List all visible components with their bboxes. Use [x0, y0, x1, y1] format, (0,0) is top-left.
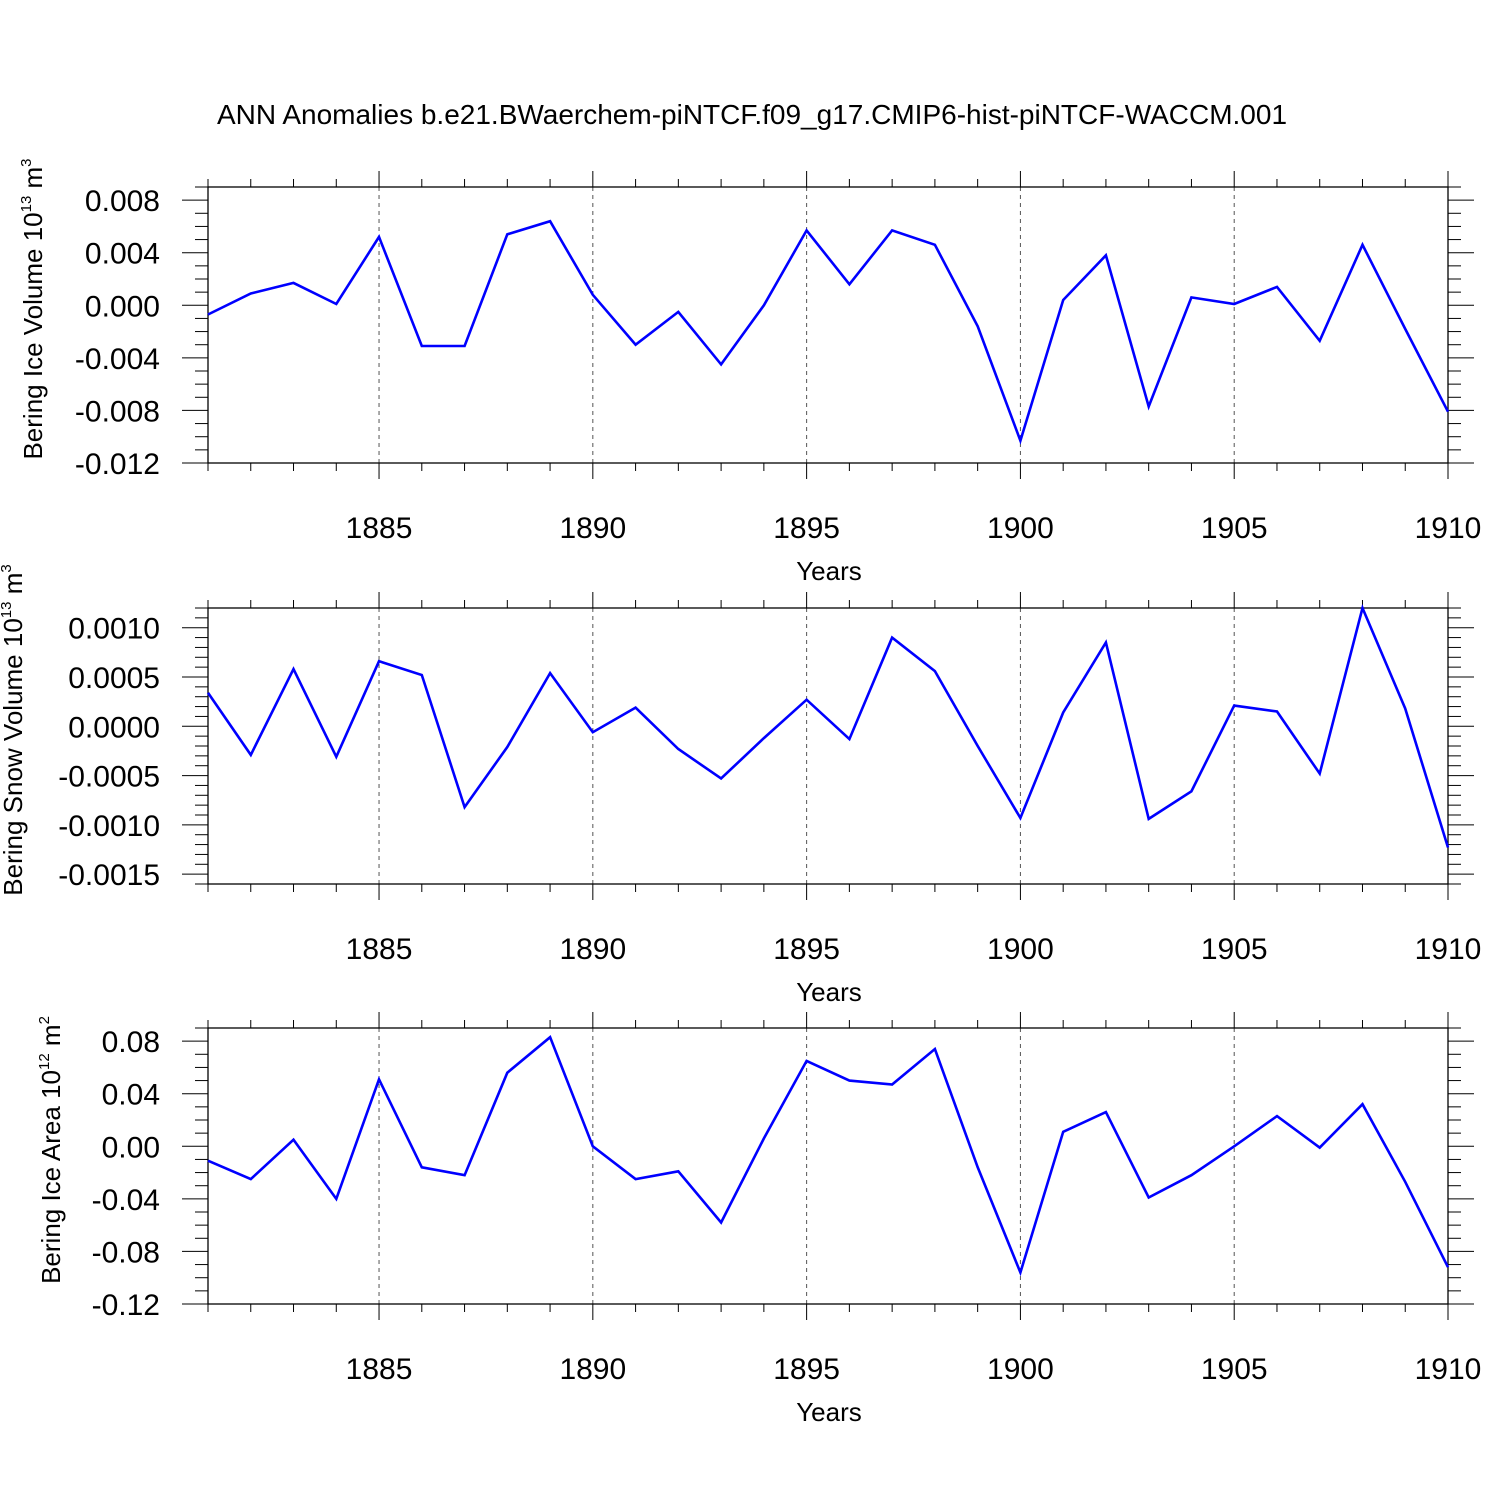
y-tick-label: -0.0015 — [58, 859, 160, 892]
plot-frame — [207, 186, 1449, 464]
y-axis-label-text: Bering Ice Volume 10 — [18, 212, 48, 459]
y-axis-label-unit: m — [0, 573, 28, 602]
x-tick-label-1900: 1900 — [987, 933, 1054, 966]
y-tick-label: 0.08 — [102, 1026, 160, 1059]
y-axis-label-unit-exponent: 3 — [18, 158, 35, 166]
x-axis-label: Years — [796, 1397, 862, 1427]
y-tick-label: 0.008 — [85, 185, 160, 218]
y-axis-label-exponent: 12 — [36, 1053, 53, 1070]
x-tick-label-1890: 1890 — [559, 512, 626, 545]
x-tick-label-1905: 1905 — [1201, 512, 1268, 545]
y-axis-label-text: Bering Ice Area 10 — [36, 1070, 66, 1284]
panel-3: 0.08 0.04 0.00 -0.04 -0.08 -0.12 1885 1890 1895 1… — [36, 1012, 1481, 1427]
panel-2: 0.0010 0.0005 0.0000 -0.0005 -0.0010 -0.0015 1… — [0, 564, 1481, 1007]
series-line — [206, 603, 1450, 848]
series-line — [207, 219, 1450, 445]
y-tick-label: -0.004 — [75, 343, 160, 376]
y-axis-label: Bering Ice Volume 1013 m3 — [18, 158, 48, 459]
x-tick-label-1885: 1885 — [346, 933, 413, 966]
y-tick-label: -0.008 — [75, 395, 160, 428]
x-tick-label-1910: 1910 — [1415, 1353, 1482, 1386]
plot-frame — [207, 1027, 1449, 1305]
y-tick-label: -0.08 — [92, 1236, 160, 1269]
y-tick-label: 0.0000 — [68, 711, 160, 744]
x-tick-label-1895: 1895 — [773, 512, 840, 545]
y-axis-label-text: Bering Snow Volume 10 — [0, 618, 28, 896]
x-tick-label-1905: 1905 — [1201, 1353, 1268, 1386]
y-axis-label-unit-exponent: 3 — [0, 564, 15, 572]
chart-panels: 0.008 0.004 0.000 -0.004 -0.008 -0.012 1885 189… — [0, 158, 1481, 1427]
series-line — [207, 1035, 1450, 1277]
y-tick-label: -0.012 — [75, 448, 160, 481]
y-axis-label-unit: m — [18, 167, 48, 196]
x-tick-label-1900: 1900 — [987, 1353, 1054, 1386]
y-axis-label-exponent: 13 — [0, 602, 15, 619]
y-axis-label-unit: m — [36, 1024, 66, 1053]
x-axis-label: Years — [796, 556, 862, 586]
x-tick-label-1885: 1885 — [346, 512, 413, 545]
y-axis-label-exponent: 13 — [18, 196, 35, 213]
plot-frame — [207, 607, 1449, 885]
y-tick-label: -0.0010 — [58, 810, 160, 843]
x-tick-label-1910: 1910 — [1415, 512, 1482, 545]
y-tick-label: -0.0005 — [58, 761, 160, 794]
x-tick-label-1890: 1890 — [559, 933, 626, 966]
y-tick-label: 0.000 — [85, 290, 160, 323]
x-tick-label-1895: 1895 — [773, 933, 840, 966]
x-tick-label-1885: 1885 — [346, 1353, 413, 1386]
y-tick-label: -0.12 — [92, 1289, 160, 1322]
x-tick-label-1905: 1905 — [1201, 933, 1268, 966]
x-tick-label-1895: 1895 — [773, 1353, 840, 1386]
x-tick-label-1910: 1910 — [1415, 933, 1482, 966]
y-tick-label: 0.004 — [85, 238, 160, 271]
x-tick-label-1890: 1890 — [559, 1353, 626, 1386]
y-axis-label: Bering Ice Area 1012 m2 — [36, 1016, 66, 1284]
y-tick-label: -0.04 — [92, 1184, 160, 1217]
x-axis-label: Years — [796, 977, 862, 1007]
panel-1: 0.008 0.004 0.000 -0.004 -0.008 -0.012 1885 189… — [18, 158, 1481, 586]
x-tick-label-1900: 1900 — [987, 512, 1054, 545]
y-tick-label: 0.04 — [102, 1079, 160, 1112]
y-axis-label-unit-exponent: 2 — [36, 1016, 53, 1024]
y-tick-label: 0.0010 — [68, 613, 160, 646]
y-axis-label: Bering Snow Volume 1013 m3 — [0, 564, 28, 895]
chart-title: ANN Anomalies b.e21.BWaerchem-piNTCF.f09… — [217, 99, 1287, 130]
y-tick-label: 0.0005 — [68, 662, 160, 695]
y-tick-label: 0.00 — [102, 1131, 160, 1164]
